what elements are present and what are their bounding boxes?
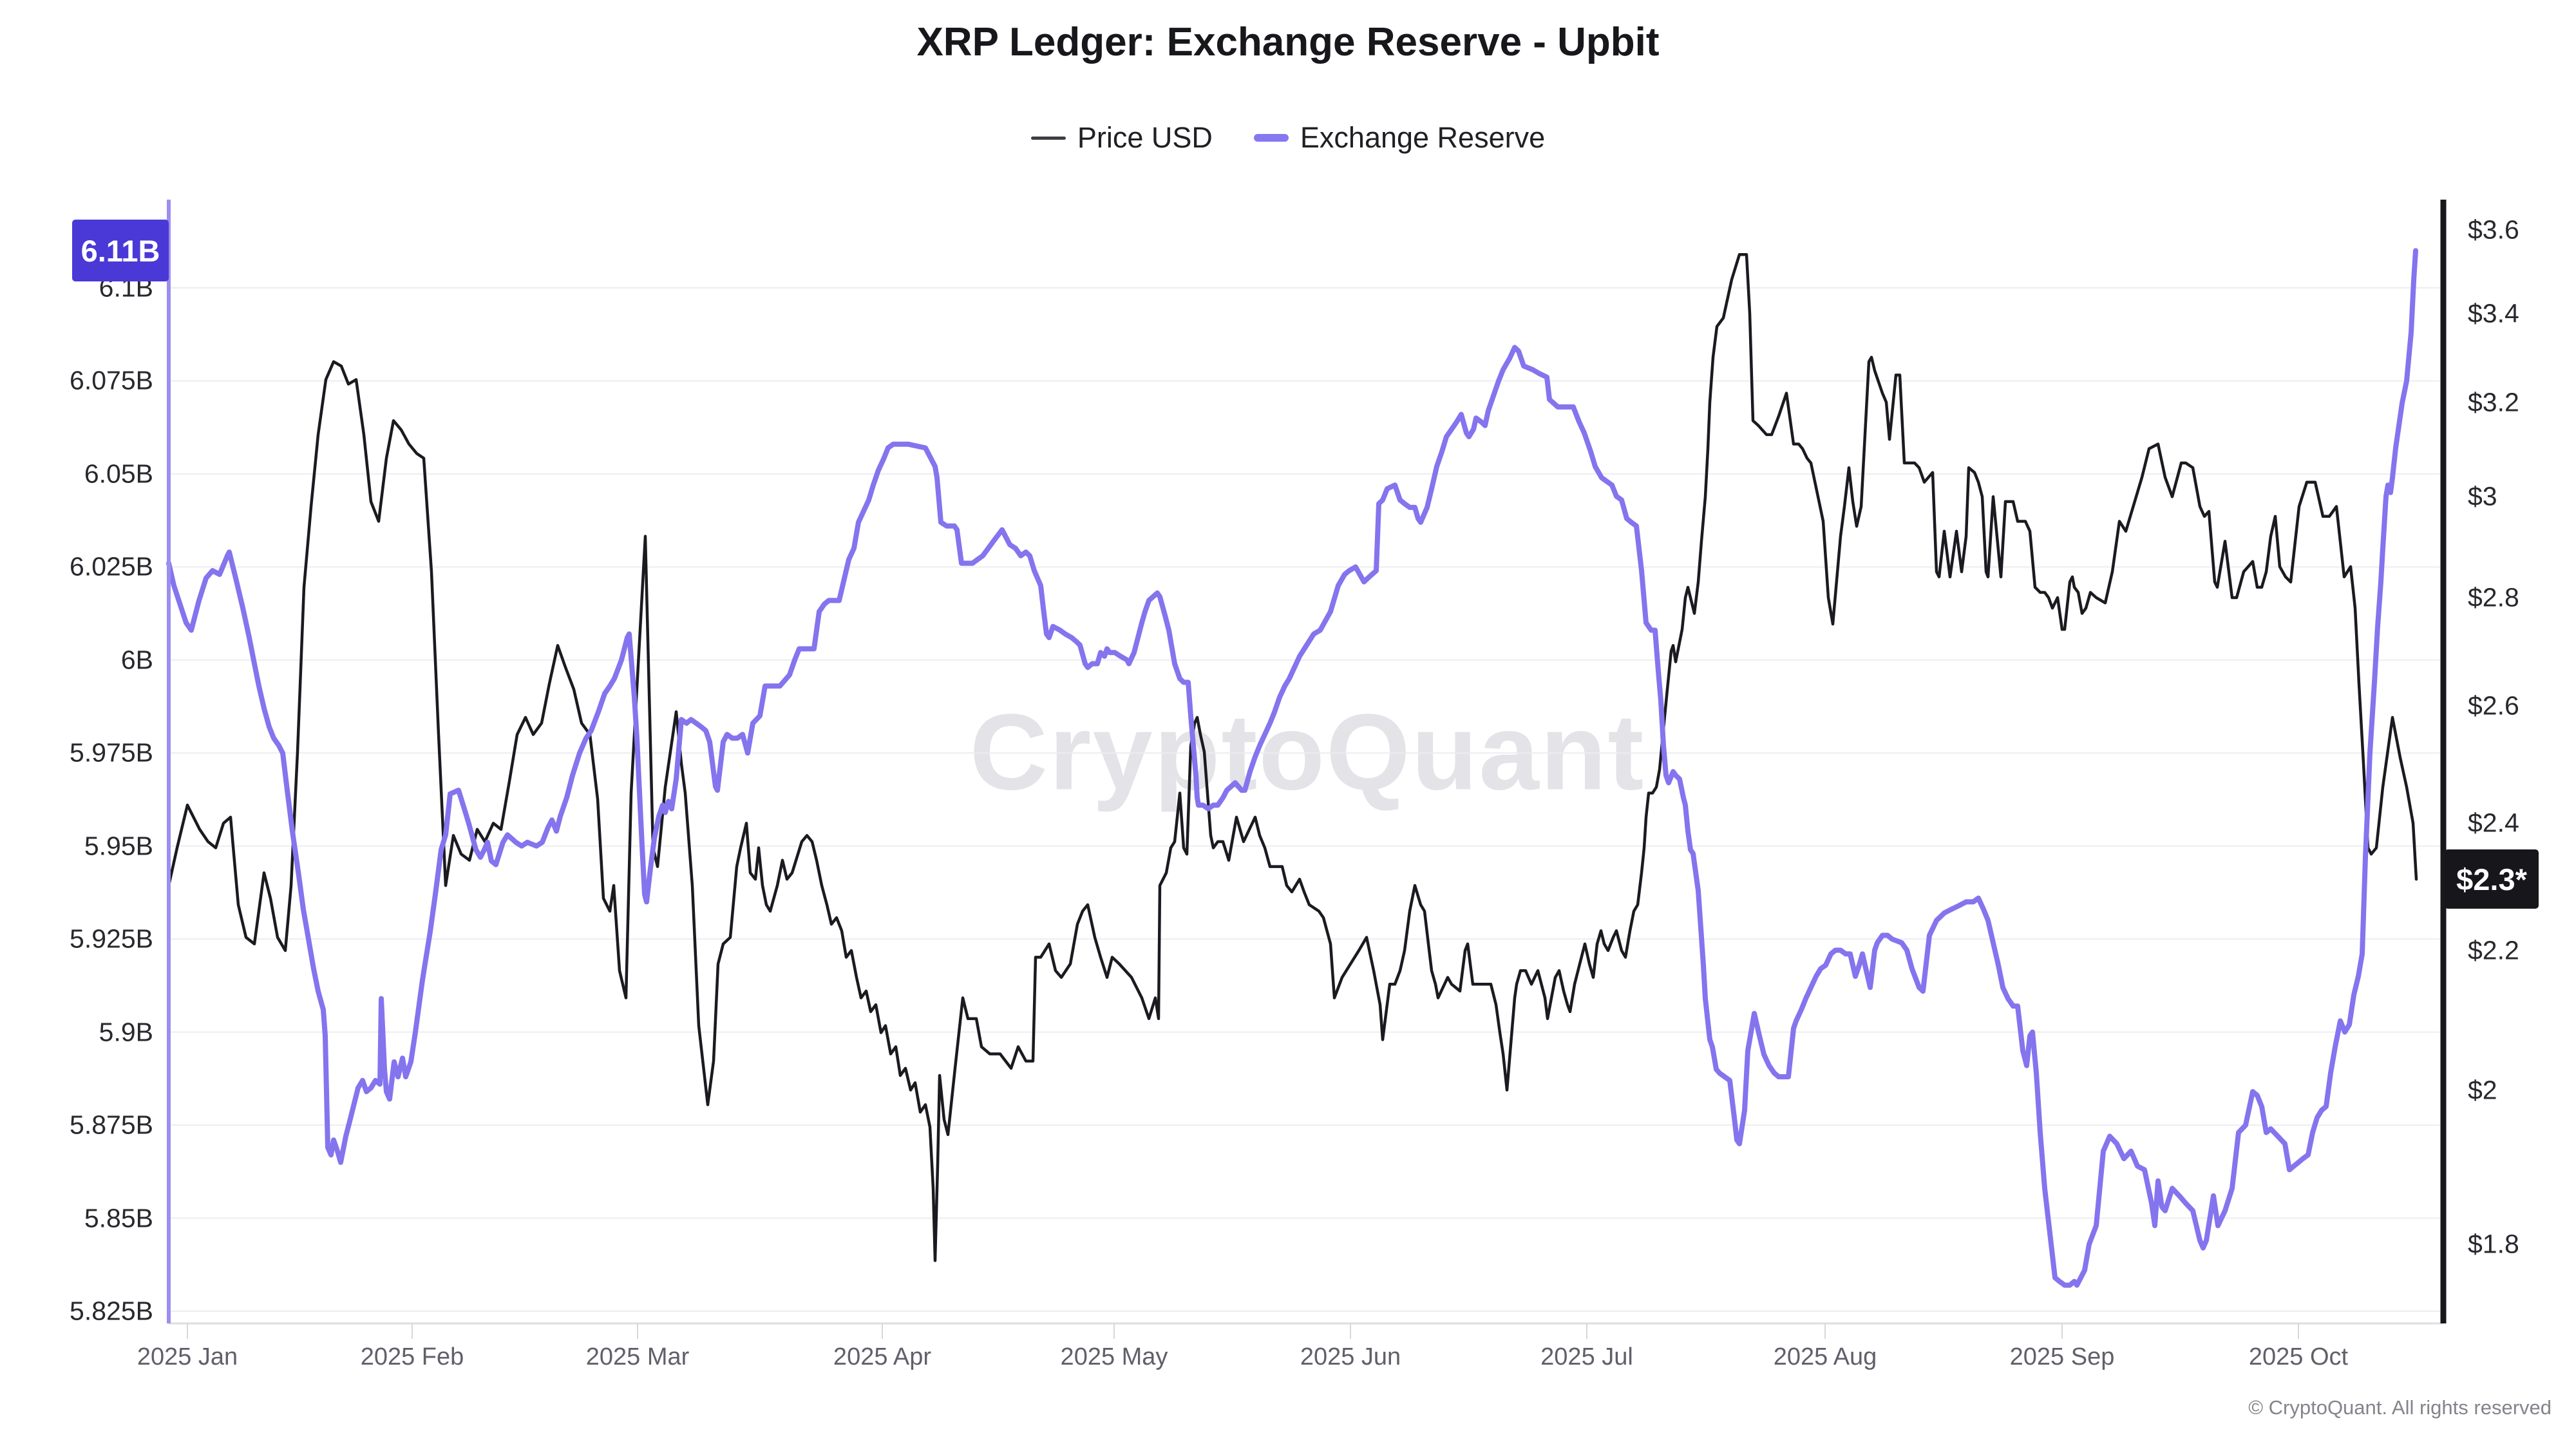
left-axis-tick-label: 5.875B [70, 1110, 153, 1140]
x-axis-month-label: 2025 Feb [360, 1343, 464, 1370]
price-current-value-badge: $2.3* [2445, 849, 2539, 909]
left-axis-tick-label: 5.95B [84, 831, 153, 861]
price-line-swatch-icon [1030, 136, 1066, 140]
x-axis-month-label: 2025 Aug [1773, 1343, 1877, 1370]
left-axis-tick-label: 5.925B [70, 923, 153, 954]
x-axis-month-label: 2025 Sep [2009, 1343, 2115, 1370]
left-axis-tick-label: 5.9B [99, 1017, 153, 1047]
legend-reserve-label: Exchange Reserve [1300, 121, 1546, 154]
right-axis-tick-label: $2 [2468, 1075, 2497, 1105]
copyright-note: © CryptoQuant. All rights reserved [2248, 1396, 2552, 1419]
chart-legend: Price USD Exchange Reserve [0, 121, 2576, 155]
right-axis-tick-label: $3.4 [2468, 298, 2519, 328]
left-axis-tick-label: 5.825B [70, 1296, 153, 1326]
x-axis-month-label: 2025 Jun [1300, 1343, 1401, 1370]
right-axis-tick-label: $3.2 [2468, 387, 2519, 417]
right-axis-tick-label: $2.2 [2468, 935, 2519, 965]
x-axis-month-label: 2025 Apr [833, 1343, 932, 1370]
right-axis-tick-label: $3.6 [2468, 214, 2519, 245]
right-axis-tick-label: $3 [2468, 481, 2497, 511]
reserve-line-swatch-icon [1253, 134, 1289, 142]
x-axis-month-label: 2025 Mar [585, 1343, 690, 1370]
reserve-current-value-badge: 6.11B [72, 220, 169, 282]
right-axis-tick-label: $2.4 [2468, 808, 2519, 838]
cryptoquant-watermark: CryptoQuant [969, 691, 1645, 813]
x-axis-month-label: 2025 Oct [2248, 1343, 2349, 1370]
chart-title: XRP Ledger: Exchange Reserve - Upbit [916, 20, 1660, 64]
right-axis-tick-label: $1.8 [2468, 1229, 2519, 1259]
legend-item-reserve[interactable]: Exchange Reserve [1253, 121, 1546, 155]
left-axis-tick-label: 6.025B [70, 551, 153, 582]
legend-item-price[interactable]: Price USD [1030, 121, 1213, 155]
left-axis-tick-label: 6B [120, 645, 153, 675]
left-axis-tick-label: 5.85B [84, 1203, 153, 1233]
left-axis-tick-label: 5.975B [70, 737, 153, 768]
reserve-line [166, 248, 2418, 1288]
left-axis-tick-label: 6.075B [70, 365, 153, 395]
legend-price-label: Price USD [1077, 121, 1213, 154]
right-axis-tick-label: $2.6 [2468, 690, 2519, 721]
left-axis-tick-label: 6.05B [84, 459, 153, 489]
price-line [167, 252, 2418, 1262]
x-axis-month-label: 2025 Jul [1540, 1343, 1633, 1370]
x-axis-month-label: 2025 May [1060, 1343, 1168, 1370]
right-axis-tick-label: $2.8 [2468, 582, 2519, 612]
x-axis-month-label: 2025 Jan [137, 1343, 238, 1370]
